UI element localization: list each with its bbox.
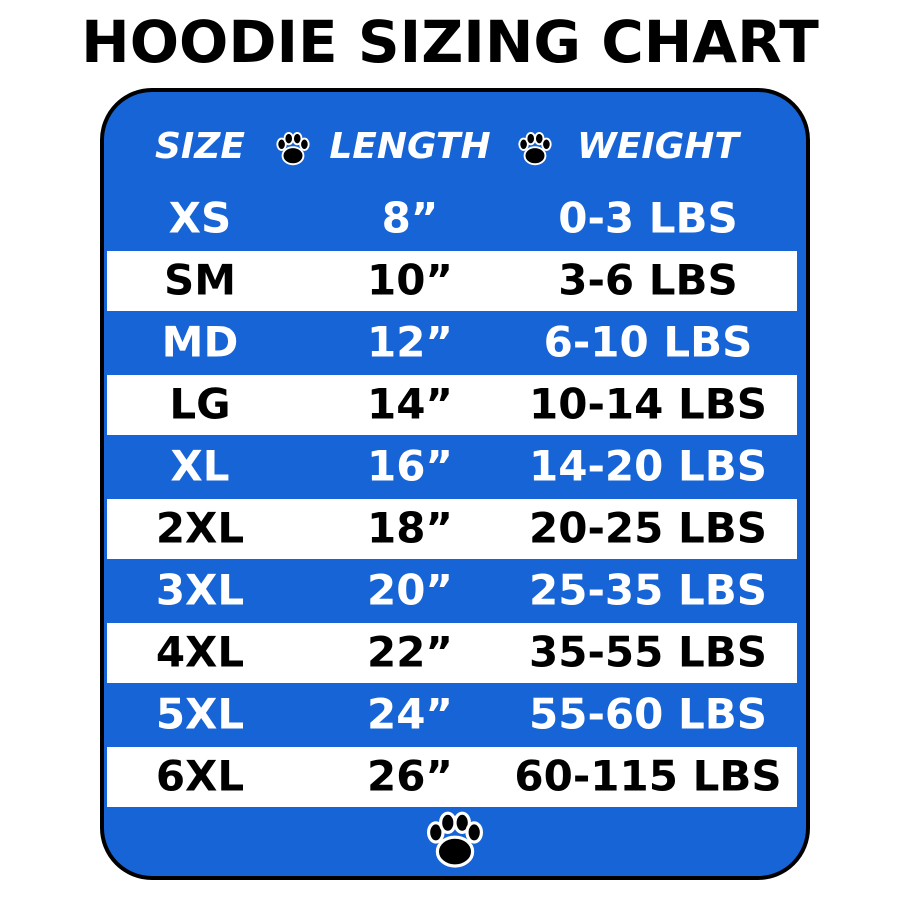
- table-cell: XL: [170, 442, 229, 491]
- table-cell: 60-115 LBS: [514, 752, 781, 801]
- card: [102, 90, 808, 878]
- table-cell: 14-20 LBS: [529, 442, 767, 491]
- table-cell: 0-3 LBS: [558, 194, 738, 243]
- table-cell: 6-10 LBS: [544, 318, 753, 367]
- table-cell: 12”: [367, 318, 453, 367]
- row-background: [107, 251, 797, 311]
- table-cell: 35-55 LBS: [529, 628, 767, 677]
- row-background: [107, 375, 797, 435]
- table-cell: SM: [164, 256, 236, 305]
- table-cell: 20”: [367, 566, 453, 615]
- table-cell: 10-14 LBS: [529, 380, 767, 429]
- table-cell: 10”: [367, 256, 453, 305]
- row-background: [107, 499, 797, 559]
- table-cell: 6XL: [156, 752, 244, 801]
- table-cell: 5XL: [156, 690, 244, 739]
- title: HOODIE SIZING CHART: [81, 8, 819, 76]
- table-cell: 24”: [367, 690, 453, 739]
- row-background: [107, 747, 797, 807]
- header-cell: WEIGHT: [577, 126, 741, 167]
- table-cell: 18”: [367, 504, 453, 553]
- row-background: [107, 623, 797, 683]
- table-cell: 16”: [367, 442, 453, 491]
- table-cell: 20-25 LBS: [529, 504, 767, 553]
- table-cell: 22”: [367, 628, 453, 677]
- table-cell: MD: [162, 318, 239, 367]
- table-cell: XS: [169, 194, 232, 243]
- table-cell: 8”: [382, 194, 439, 243]
- table-cell: 55-60 LBS: [529, 690, 767, 739]
- header-cell: LENGTH: [329, 126, 490, 167]
- table-cell: 26”: [367, 752, 453, 801]
- table-cell: 4XL: [156, 628, 244, 677]
- table-cell: 2XL: [156, 504, 244, 553]
- table-cell: 14”: [367, 380, 453, 429]
- header-cell: SIZE: [155, 126, 245, 167]
- rows: [107, 251, 797, 807]
- card-border: [100, 88, 810, 880]
- table-cell: 3XL: [156, 566, 244, 615]
- table-cell: LG: [169, 380, 230, 429]
- card-background: [102, 90, 808, 878]
- table-cell: 3-6 LBS: [558, 256, 738, 305]
- table-cell: 25-35 LBS: [529, 566, 767, 615]
